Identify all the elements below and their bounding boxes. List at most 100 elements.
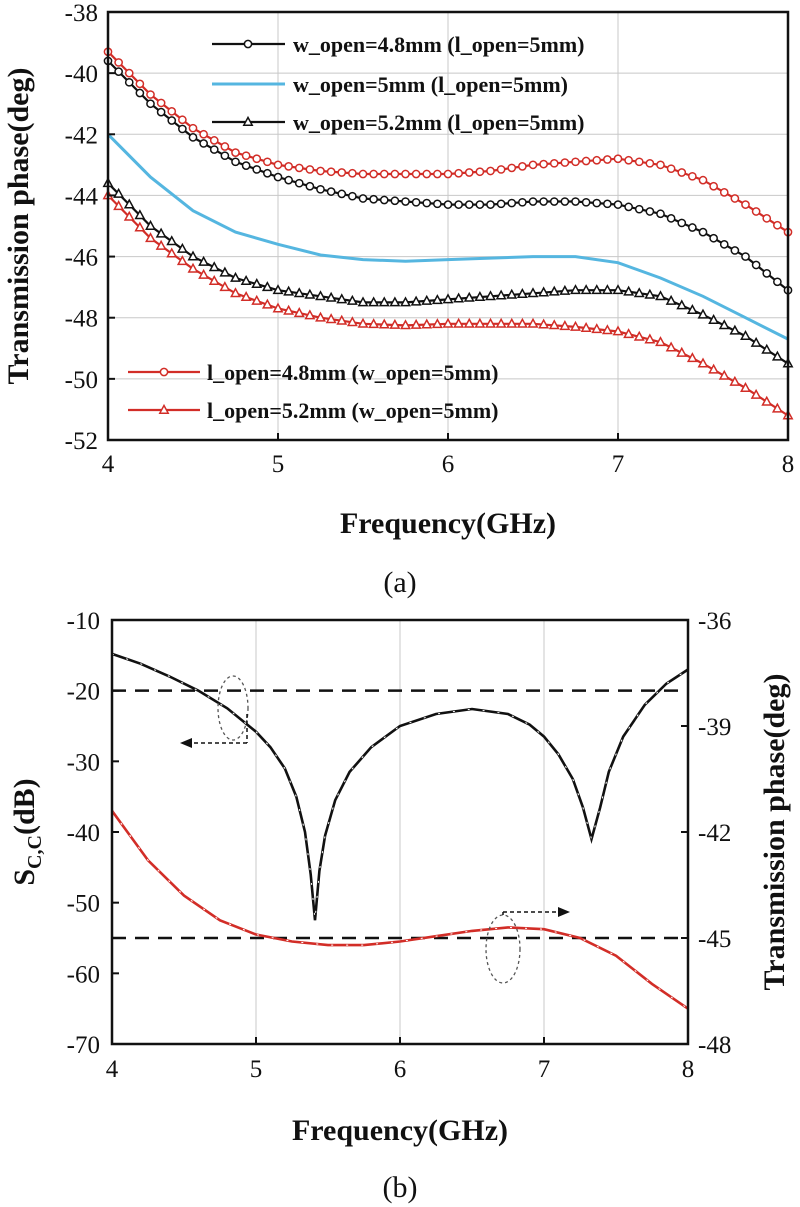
chart-b-ytick-right-label: -39 xyxy=(698,714,731,741)
chart-a-series-marker xyxy=(400,296,411,307)
chart-a-series-marker xyxy=(549,197,559,206)
chart-a-series-marker xyxy=(433,169,442,179)
chart-a-series-marker xyxy=(156,98,166,108)
chart-b-caption: (b) xyxy=(383,1171,418,1204)
chart-a-series-marker xyxy=(135,79,145,89)
chart-a-series-marker xyxy=(518,197,527,207)
chart-a-series-marker xyxy=(570,320,581,331)
chart-a-series-marker xyxy=(284,175,293,185)
chart-a-series-marker xyxy=(453,292,465,303)
chart-b-ylabel-right: Transmission phase(deg) xyxy=(758,674,791,991)
chart-a-series-marker xyxy=(231,157,240,167)
chart-a-series-marker xyxy=(304,288,316,299)
chart-a-series-marker xyxy=(293,307,305,318)
chart-a-series-marker xyxy=(474,291,486,302)
chart-a-series-marker xyxy=(146,99,155,109)
chart-a-series-marker xyxy=(676,299,688,310)
chart-a-series-1 xyxy=(106,133,789,341)
chart-a-series-marker xyxy=(624,202,633,212)
chart-a-series-marker xyxy=(208,261,220,272)
chart-a-legend-label: w_open=5mm (l_open=5mm) xyxy=(293,72,568,97)
chart-b-ytick-left-label: -50 xyxy=(67,891,100,918)
chart-a-series-marker xyxy=(401,169,410,179)
chart-a-series-marker xyxy=(369,194,378,204)
chart-a-legend-marker xyxy=(159,367,169,377)
chart-a-series-marker xyxy=(539,197,548,206)
chart-a-series-marker xyxy=(358,169,368,179)
chart-a-series-marker xyxy=(644,288,656,299)
chart-a-series-marker xyxy=(729,375,741,386)
chart-a-series-marker xyxy=(124,68,134,78)
chart-a-series-marker xyxy=(581,197,591,207)
chart-a-legend-entry: w_open=4.8mm (l_open=5mm) xyxy=(212,32,585,57)
chart-b-ylabel-left-sub: C,C xyxy=(24,835,46,869)
chart-a-series-marker xyxy=(410,295,422,306)
chart-a-series-marker xyxy=(633,287,645,298)
chart-b-series-line xyxy=(111,652,689,921)
chart-a-xtick-label: 8 xyxy=(782,451,795,478)
chart-a-series-marker xyxy=(422,198,432,208)
chart-a-series-marker xyxy=(231,148,240,157)
chart-a-series-marker xyxy=(178,115,187,125)
chart-a-series-marker xyxy=(198,255,210,266)
chart-a-series-marker xyxy=(368,318,380,329)
chart-a-series-marker xyxy=(167,116,177,125)
chart-a-series-marker xyxy=(241,161,251,170)
chart-a-series-marker xyxy=(411,197,421,207)
chart-a-series-marker xyxy=(676,346,688,357)
chart-a-series-marker xyxy=(454,200,463,209)
chart-a-series-marker xyxy=(315,290,326,301)
chart-b-xlabel: Frequency(GHz) xyxy=(292,1114,508,1147)
chart-a-series-marker xyxy=(623,328,635,339)
chart-a-series-marker xyxy=(251,294,263,305)
chart-a-series-marker xyxy=(666,164,676,174)
chart-a-series-marker xyxy=(709,181,718,191)
chart-a-series-marker xyxy=(516,317,528,328)
chart-a-series-marker xyxy=(771,350,783,361)
chart-a-series-marker xyxy=(688,171,697,181)
chart-a-series-marker xyxy=(506,288,518,299)
chart-a-series-marker xyxy=(219,266,231,277)
chart-a-ytick-label: -46 xyxy=(65,245,98,272)
chart-a-series-marker xyxy=(507,163,517,173)
chart-a-series-marker xyxy=(592,155,602,165)
chart-a-series-marker xyxy=(113,187,125,198)
chart-a-series-marker xyxy=(316,184,325,194)
chart-a-series-marker xyxy=(454,168,463,178)
chart-a-series-marker xyxy=(634,157,644,167)
chart-b-ytick-left-label: -70 xyxy=(67,1032,100,1059)
chart-a-series-marker xyxy=(145,232,156,243)
chart-a-series-marker xyxy=(719,239,729,249)
chart-a-series-marker xyxy=(485,317,496,328)
chart-a-series-marker xyxy=(178,124,187,134)
chart-a-series-marker xyxy=(698,227,708,237)
chart-a-series-marker xyxy=(146,90,155,99)
chart-a-series-marker xyxy=(346,294,358,305)
chart-a-series-marker xyxy=(305,181,315,191)
chart-b-ytick-left-label: -40 xyxy=(67,820,100,847)
chart-a-series-marker xyxy=(220,151,230,161)
chart-a-series-marker xyxy=(187,250,199,261)
chart-a-series-marker xyxy=(421,318,433,329)
chart-a-series-marker xyxy=(251,278,263,289)
chart-a-series-marker xyxy=(740,381,751,392)
chart-a-caption: (a) xyxy=(383,566,416,599)
chart-a-series-marker xyxy=(655,336,666,347)
chart-a-series-marker xyxy=(209,136,219,145)
chart-a-series-marker xyxy=(729,324,741,335)
chart-a-series-marker xyxy=(655,290,666,301)
chart-a-series-marker xyxy=(741,252,750,261)
chart-b-ytick-left-label: -10 xyxy=(67,608,100,635)
chart-a-series-marker xyxy=(410,318,422,329)
chart-a-series-marker xyxy=(390,196,400,206)
chart-a-series-marker xyxy=(656,160,665,170)
chart-a-series-marker xyxy=(176,242,188,253)
chart-b-ytick-right-label: -42 xyxy=(698,820,731,847)
chart-a-ytick-label: -44 xyxy=(65,183,99,210)
chart-a-series-marker xyxy=(548,285,560,296)
chart-a-series-marker xyxy=(762,214,772,223)
chart-b-ytick-left-label: -60 xyxy=(67,961,100,988)
chart-a-series-marker xyxy=(400,319,411,330)
chart-a-series-marker xyxy=(433,199,442,209)
chart-a-series-marker xyxy=(751,207,761,216)
